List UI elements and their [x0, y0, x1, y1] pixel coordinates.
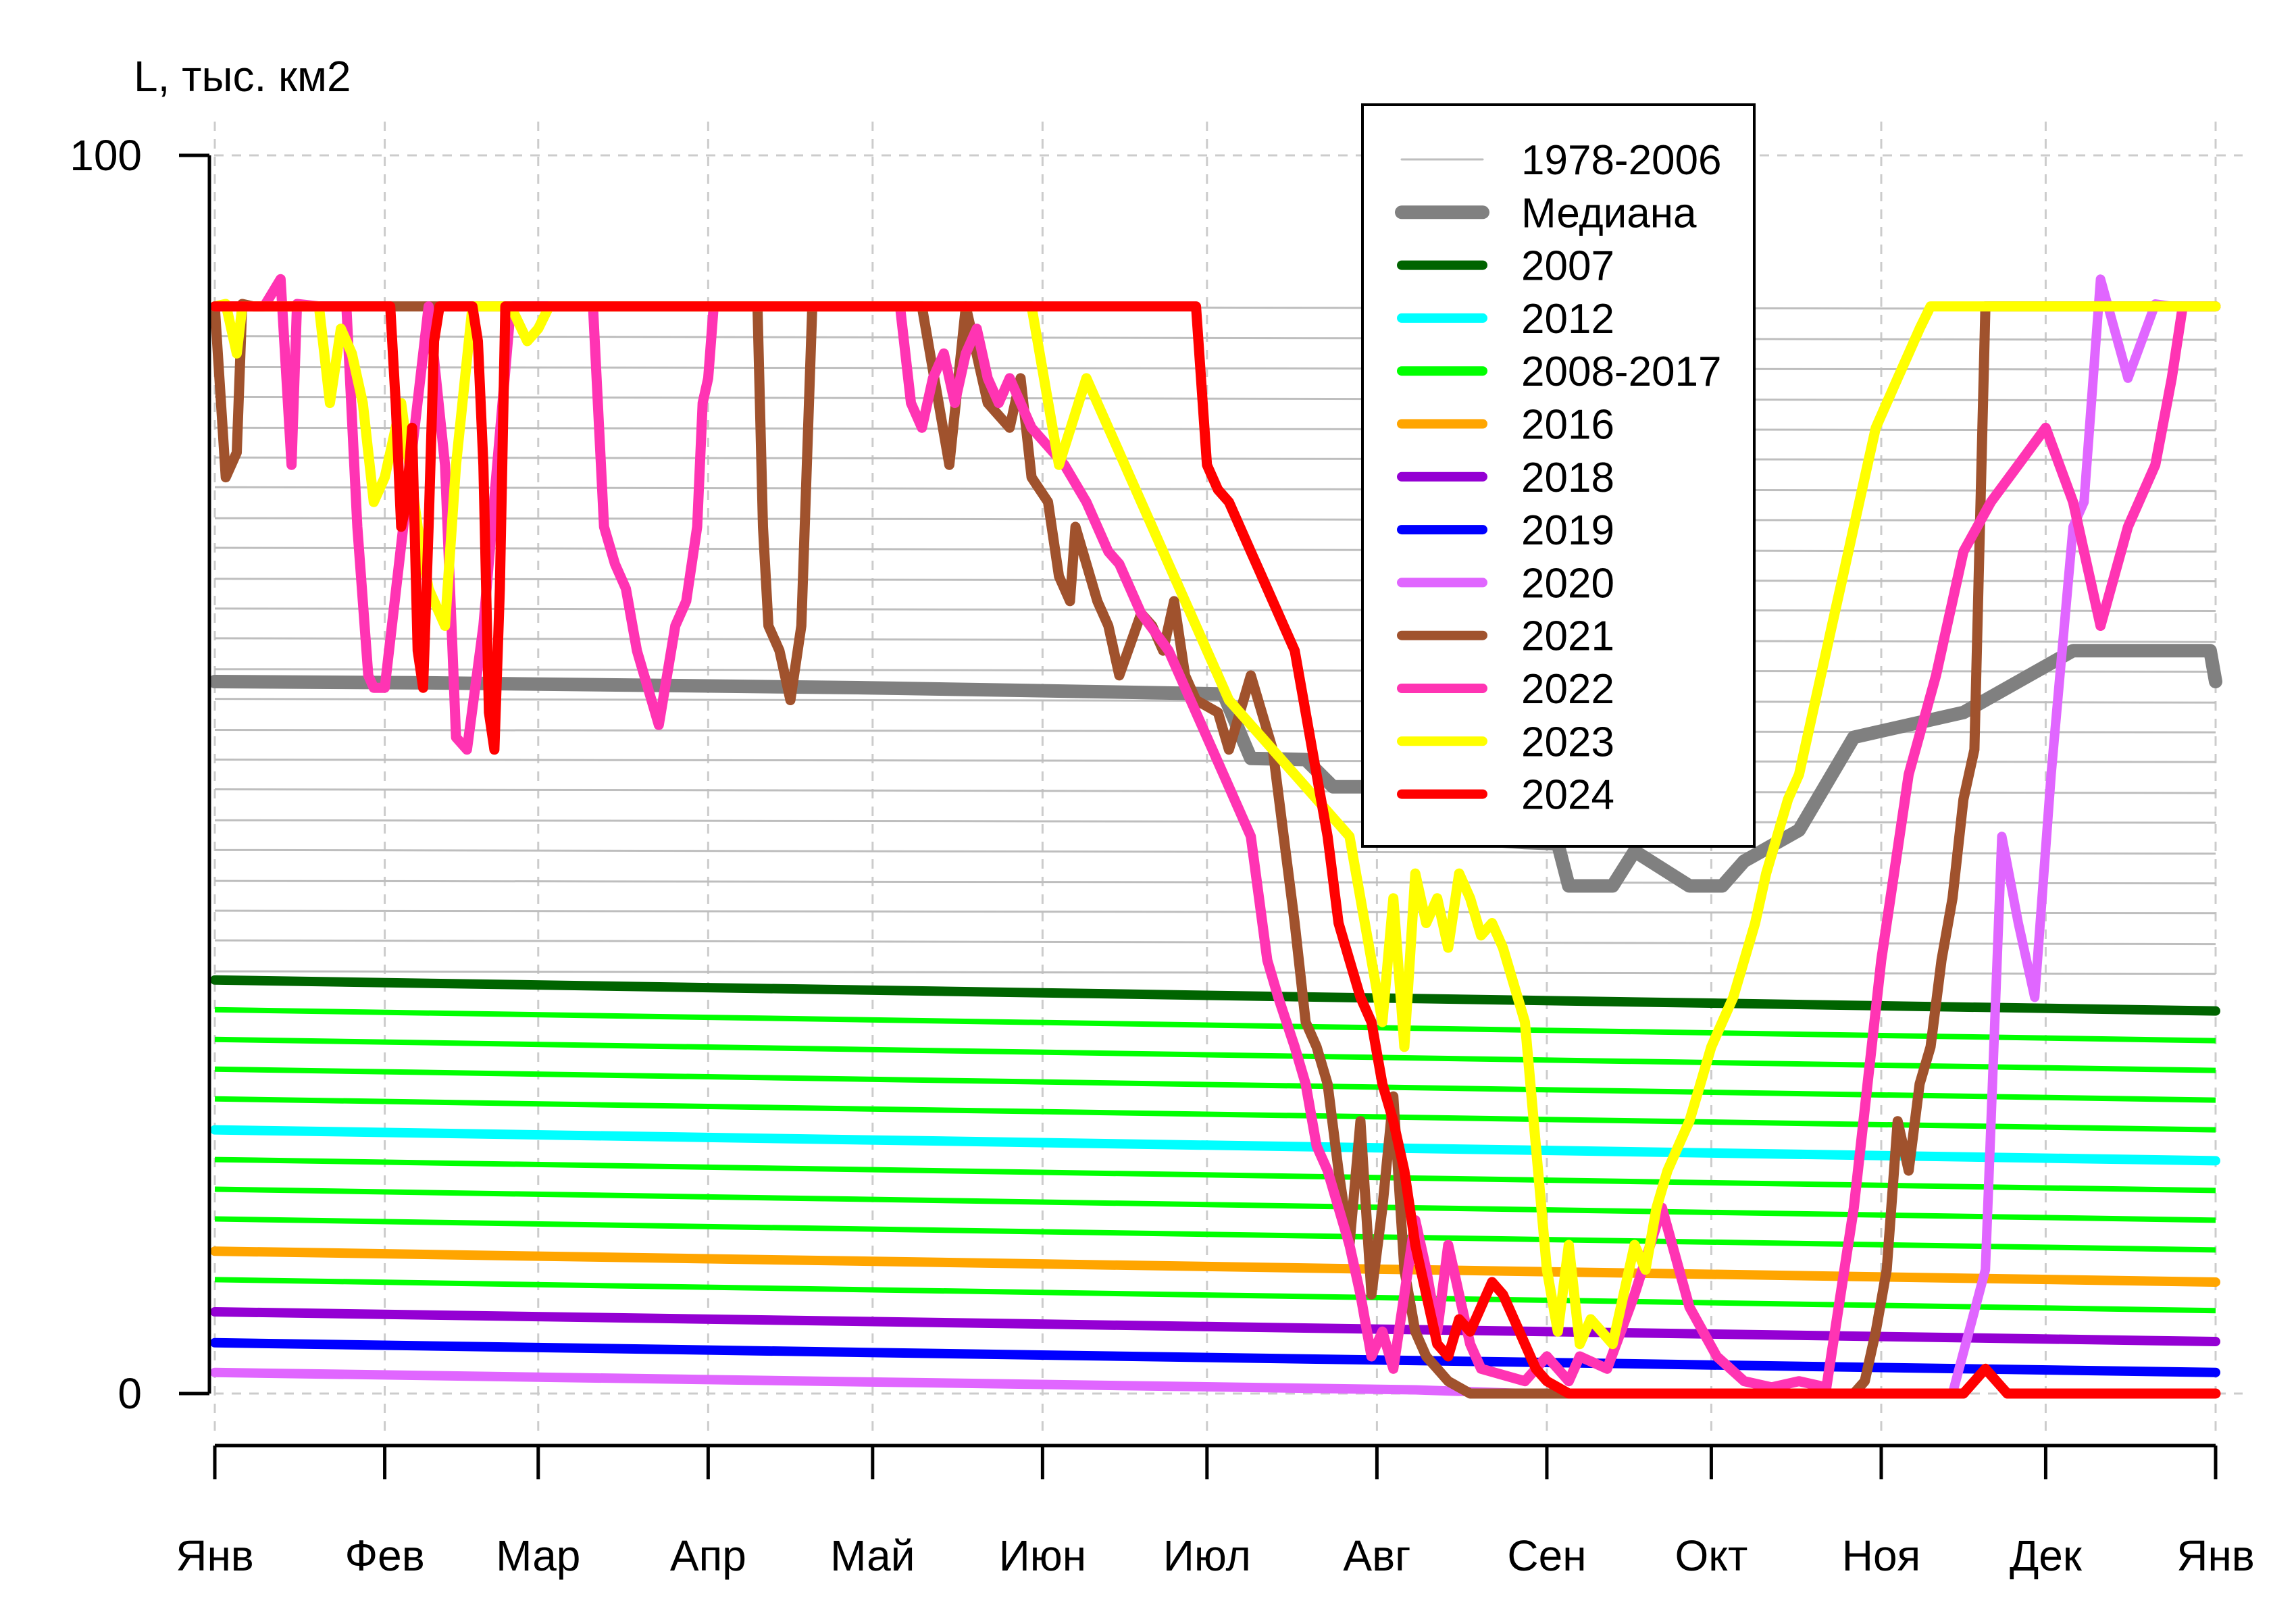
background-line-17 [214, 819, 2216, 824]
series-line-2016 [210, 1246, 2220, 1287]
x-tick-label-12: Янв [2176, 1531, 2255, 1580]
x-tick-label-8: Сен [1507, 1531, 1586, 1580]
x-tick-label-5: Июн [999, 1531, 1086, 1580]
band-line-7 [214, 1277, 2216, 1314]
legend-label-9: 2021 [1521, 613, 1614, 660]
x-tick-label-6: Июл [1163, 1531, 1251, 1580]
legend-label-8: 2020 [1521, 560, 1614, 607]
background-line-9 [214, 578, 2216, 583]
y-tick-label-1: 100 [70, 131, 142, 180]
background-line-13 [214, 698, 2216, 704]
legend-label-7: 2019 [1521, 507, 1614, 554]
background-line-16 [214, 788, 2216, 794]
axes: 0 100 Янв Фев Мар Апр Май Июн Июл Авг Сен Окт Ноя Дек… [70, 131, 2255, 1580]
series-line-2012 [210, 1125, 2220, 1166]
band-line-0 [214, 1006, 2216, 1044]
x-tick-label-9: Окт [1675, 1531, 1748, 1580]
series-line-2020 [210, 274, 2220, 1398]
legend-label-12: 2024 [1521, 772, 1614, 819]
legend: 1978-2006 Медиана 2007 2012 2008-2017 2016 201… [1361, 103, 1756, 848]
x-tick-label-4: Май [830, 1531, 915, 1580]
background-line-4 [214, 426, 2216, 432]
background-line-20 [214, 909, 2216, 915]
y-axis-label: L, тыс. км2 [134, 52, 351, 101]
background-line-18 [214, 848, 2216, 855]
x-tick-label-2: Мар [496, 1531, 580, 1580]
legend-label-1: Медиана [1521, 190, 1697, 236]
band-line-4 [214, 1156, 2216, 1194]
series-line-2021 [209, 299, 2221, 1399]
series-line-2024 [209, 301, 2221, 1399]
x-tick-label-11: Дек [2010, 1531, 2083, 1580]
background-line-19 [214, 879, 2216, 885]
background-line-11 [214, 637, 2216, 643]
band-line-5 [214, 1186, 2216, 1223]
band-line-6 [214, 1216, 2216, 1253]
legend-label-2: 2007 [1521, 243, 1614, 290]
series-line-2007 [210, 975, 2220, 1016]
series-lines [208, 274, 2222, 1399]
x-tick-label-10: Ноя [1842, 1531, 1920, 1580]
background-line-1 [214, 335, 2216, 341]
background-line-3 [214, 395, 2216, 402]
background-line-7 [214, 517, 2216, 522]
band-line-1 [214, 1036, 2216, 1073]
series-line-2019 [210, 1337, 2220, 1377]
background-line-10 [214, 607, 2216, 613]
band-line-3 [214, 1096, 2216, 1133]
band-years-lines [214, 1006, 2216, 1314]
background-line-5 [214, 456, 2216, 461]
legend-label-11: 2023 [1521, 719, 1614, 765]
legend-label-5: 2016 [1521, 402, 1614, 449]
series-line-2022 [209, 274, 2221, 1393]
legend-label-0: 1978-2006 [1521, 137, 1722, 184]
background-line-22 [214, 970, 2216, 975]
legend-label-4: 2008-2017 [1521, 349, 1722, 395]
background-line-21 [214, 939, 2216, 946]
x-tick-label-0: Янв [176, 1531, 254, 1580]
band-line-2 [214, 1066, 2216, 1103]
series-line-2018 [210, 1307, 2220, 1346]
x-tick-label-3: Апр [670, 1531, 746, 1580]
legend-label-6: 2018 [1521, 455, 1614, 501]
background-years-lines [214, 305, 2216, 975]
legend-label-3: 2012 [1521, 296, 1614, 342]
background-line-8 [214, 546, 2216, 553]
x-tick-label-1: Фев [345, 1531, 424, 1580]
legend-label-10: 2022 [1521, 666, 1614, 713]
background-line-2 [214, 365, 2216, 371]
x-tick-label-7: Авг [1343, 1531, 1410, 1580]
y-tick-label-0: 0 [118, 1369, 142, 1418]
